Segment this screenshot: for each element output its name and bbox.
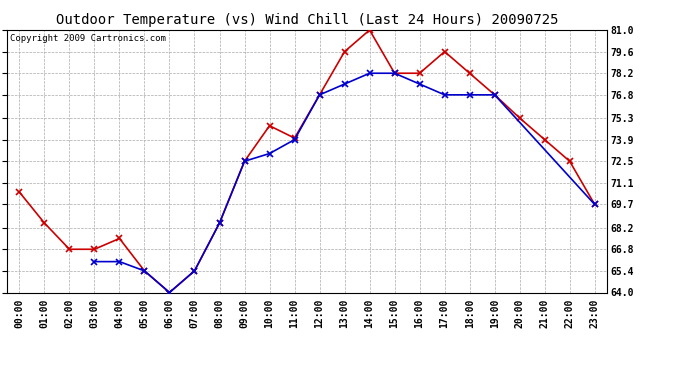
Text: Copyright 2009 Cartronics.com: Copyright 2009 Cartronics.com (10, 34, 166, 43)
Title: Outdoor Temperature (vs) Wind Chill (Last 24 Hours) 20090725: Outdoor Temperature (vs) Wind Chill (Las… (56, 13, 558, 27)
